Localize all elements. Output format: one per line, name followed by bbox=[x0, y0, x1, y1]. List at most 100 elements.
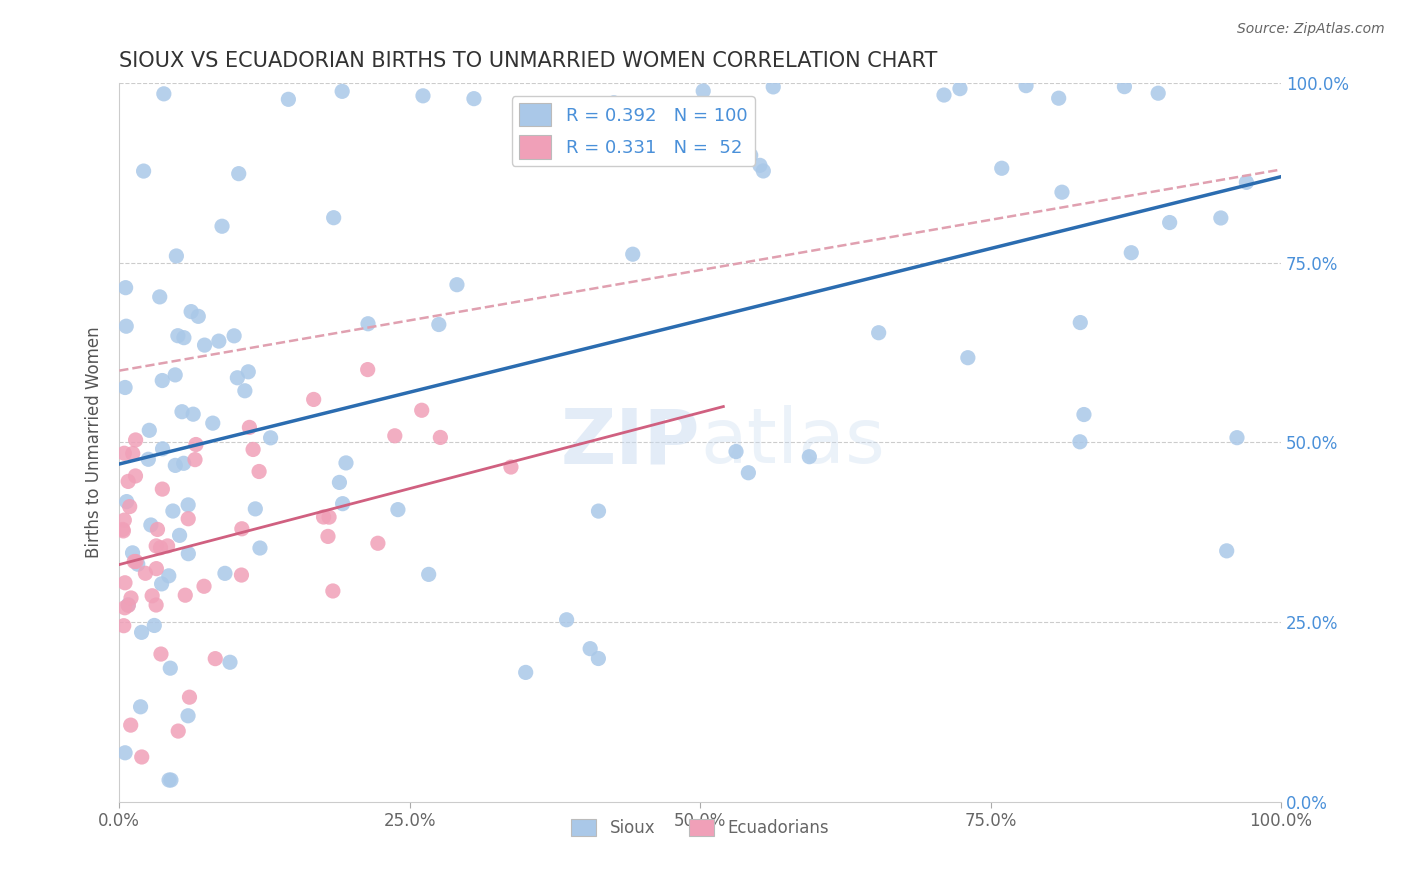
Point bbox=[387, 502, 409, 516]
Point bbox=[357, 317, 380, 331]
Point bbox=[204, 651, 226, 665]
Point bbox=[165, 368, 187, 382]
Point bbox=[118, 500, 141, 514]
Point bbox=[115, 494, 138, 508]
Point bbox=[145, 598, 167, 612]
Point bbox=[330, 84, 353, 98]
Point bbox=[588, 504, 610, 518]
Point bbox=[111, 523, 134, 537]
Point bbox=[112, 446, 135, 460]
Point bbox=[127, 558, 149, 572]
Point bbox=[143, 618, 166, 632]
Point bbox=[328, 475, 350, 490]
Point bbox=[211, 219, 233, 234]
Point bbox=[762, 79, 785, 94]
Point bbox=[233, 384, 256, 398]
Point bbox=[949, 81, 972, 95]
Point bbox=[139, 518, 162, 533]
Point bbox=[112, 513, 135, 527]
Point bbox=[134, 566, 156, 581]
Point bbox=[159, 661, 181, 675]
Point bbox=[156, 539, 179, 553]
Point bbox=[141, 589, 163, 603]
Point bbox=[177, 708, 200, 723]
Point bbox=[165, 458, 187, 473]
Point bbox=[184, 452, 207, 467]
Point bbox=[242, 442, 264, 457]
Point bbox=[316, 529, 339, 543]
Point bbox=[318, 510, 340, 524]
Point bbox=[131, 750, 153, 764]
Point bbox=[1121, 245, 1143, 260]
Point bbox=[112, 618, 135, 632]
Point bbox=[167, 328, 190, 343]
Point bbox=[1226, 431, 1249, 445]
Point bbox=[724, 444, 747, 458]
Point bbox=[1147, 86, 1170, 100]
Point bbox=[125, 555, 148, 569]
Point bbox=[131, 625, 153, 640]
Point bbox=[146, 523, 169, 537]
Point bbox=[752, 164, 775, 178]
Y-axis label: Births to Unmarried Women: Births to Unmarried Women bbox=[86, 326, 103, 558]
Text: ZIP: ZIP bbox=[561, 406, 700, 480]
Point bbox=[446, 277, 468, 292]
Point bbox=[1114, 79, 1136, 94]
Point bbox=[427, 318, 450, 332]
Point bbox=[335, 456, 357, 470]
Point bbox=[114, 380, 136, 394]
Point bbox=[692, 84, 714, 98]
Point bbox=[1073, 408, 1095, 422]
Point bbox=[621, 247, 644, 261]
Point bbox=[180, 304, 202, 318]
Point bbox=[121, 546, 143, 560]
Point bbox=[179, 690, 201, 705]
Point bbox=[322, 584, 344, 599]
Point bbox=[799, 450, 821, 464]
Point bbox=[138, 423, 160, 437]
Point bbox=[1069, 316, 1091, 330]
Text: atlas: atlas bbox=[700, 406, 884, 480]
Point bbox=[201, 416, 224, 430]
Point bbox=[737, 466, 759, 480]
Point bbox=[1047, 91, 1070, 105]
Point bbox=[173, 456, 195, 470]
Point bbox=[247, 465, 270, 479]
Point bbox=[429, 430, 451, 444]
Point bbox=[224, 328, 246, 343]
Point bbox=[177, 512, 200, 526]
Point bbox=[1234, 175, 1257, 189]
Point bbox=[463, 92, 485, 106]
Point bbox=[167, 724, 190, 739]
Point bbox=[145, 539, 167, 553]
Point bbox=[277, 92, 299, 106]
Point bbox=[1215, 544, 1237, 558]
Point bbox=[170, 405, 193, 419]
Point bbox=[555, 613, 578, 627]
Point bbox=[152, 442, 174, 456]
Point bbox=[124, 554, 146, 568]
Point bbox=[157, 569, 180, 583]
Point bbox=[124, 433, 146, 447]
Point bbox=[312, 510, 335, 524]
Point bbox=[1209, 211, 1232, 225]
Point bbox=[384, 429, 406, 443]
Point bbox=[132, 164, 155, 178]
Point bbox=[231, 568, 253, 582]
Point bbox=[214, 566, 236, 581]
Point bbox=[1015, 78, 1038, 93]
Point bbox=[117, 598, 139, 612]
Point bbox=[150, 577, 173, 591]
Point bbox=[124, 469, 146, 483]
Point bbox=[322, 211, 344, 225]
Point bbox=[259, 431, 281, 445]
Point bbox=[332, 497, 354, 511]
Point bbox=[129, 699, 152, 714]
Point bbox=[932, 88, 955, 103]
Point bbox=[169, 528, 191, 542]
Point bbox=[114, 746, 136, 760]
Point bbox=[238, 365, 260, 379]
Point bbox=[184, 437, 207, 451]
Point bbox=[411, 403, 433, 417]
Point bbox=[177, 498, 200, 512]
